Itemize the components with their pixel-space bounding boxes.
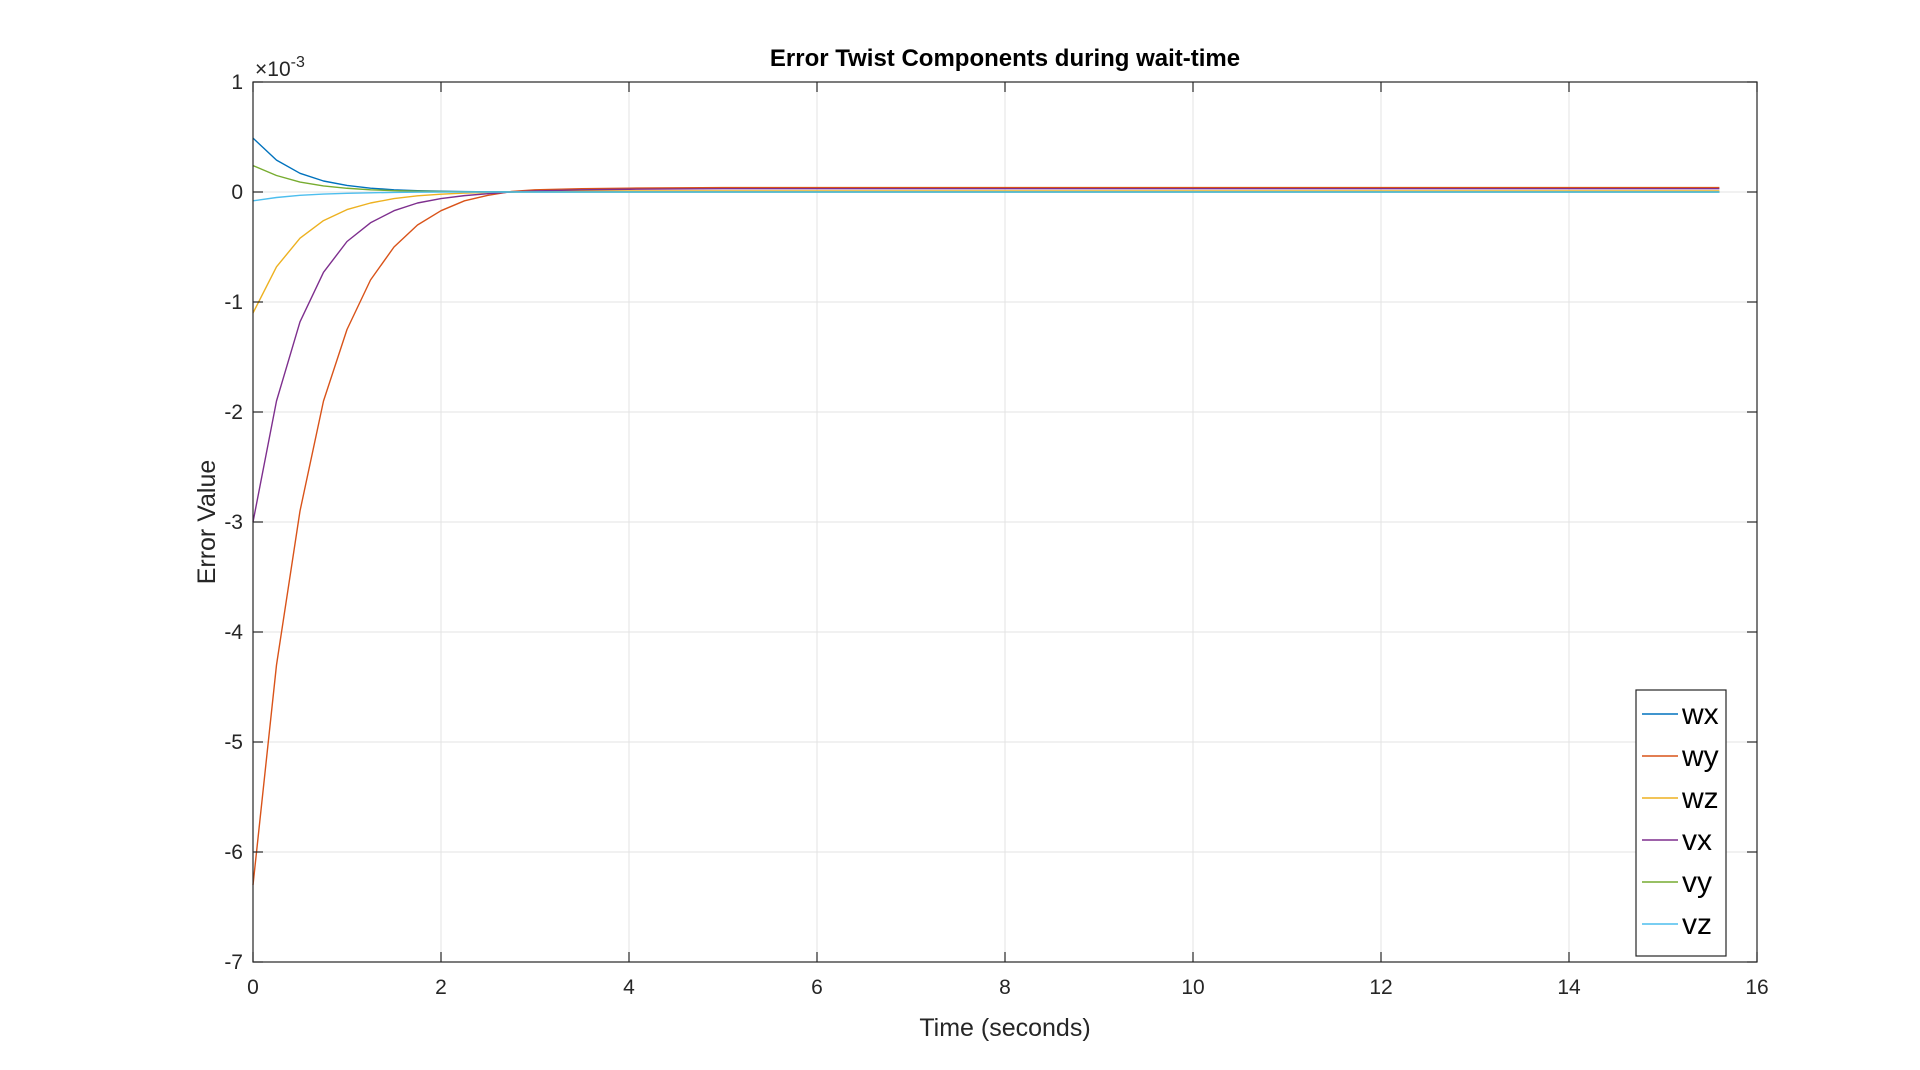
x-tick-label: 14: [1557, 976, 1581, 999]
series-line-vx: [252, 187, 1720, 523]
x-axis-label: Time (seconds): [919, 1014, 1090, 1042]
legend-label-wy: wy: [1681, 740, 1719, 773]
legend-label-vx: vx: [1682, 824, 1712, 857]
series-lines: [252, 137, 1720, 886]
x-tick-label: 16: [1745, 976, 1768, 999]
y-axis-exponent: ×10-3: [255, 54, 305, 81]
legend-item-vz[interactable]: vz: [1642, 908, 1712, 941]
y-exponent-power: -3: [291, 54, 305, 71]
series-line-vz: [252, 191, 1720, 202]
y-axis-ticks: 1 0 -1 -2 -3 -4 -5 -6 -7: [224, 71, 1757, 974]
legend[interactable]: wx wy wz vx vy vz: [1635, 689, 1727, 957]
y-tick-label: -2: [224, 401, 243, 424]
y-axis-label: Error Value: [193, 460, 221, 585]
y-tick-label: 0: [231, 181, 243, 204]
x-tick-label: 4: [623, 976, 635, 999]
legend-item-wy[interactable]: wy: [1642, 740, 1719, 773]
legend-item-vx[interactable]: vx: [1642, 824, 1712, 857]
legend-label-wz: wz: [1681, 782, 1719, 815]
x-tick-label: 10: [1181, 976, 1204, 999]
y-tick-label: -1: [224, 291, 243, 314]
x-tick-label: 0: [247, 976, 259, 999]
legend-item-vy[interactable]: vy: [1642, 866, 1712, 899]
legend-label-vz: vz: [1682, 908, 1712, 941]
legend-box: [1635, 689, 1727, 957]
legend-label-vy: vy: [1682, 866, 1712, 899]
y-tick-label: 1: [231, 71, 243, 94]
y-tick-label: -5: [224, 731, 243, 754]
chart-title: Error Twist Components during wait-time: [770, 45, 1240, 72]
x-axis-ticks: 0 2 4 6 8 10 12 14 16: [247, 82, 1769, 999]
y-tick-label: -6: [224, 841, 243, 864]
x-tick-label: 12: [1369, 976, 1392, 999]
series-line-wy: [252, 186, 1720, 886]
series-line-wz: [252, 190, 1720, 314]
y-exponent-prefix: ×10: [255, 58, 291, 81]
legend-item-wx[interactable]: wx: [1642, 698, 1719, 731]
x-tick-label: 6: [811, 976, 823, 999]
y-tick-label: -3: [224, 511, 243, 534]
legend-label-wx: wx: [1681, 698, 1719, 731]
x-tick-label: 8: [999, 976, 1011, 999]
y-tick-label: -7: [224, 951, 243, 974]
y-tick-label: -4: [224, 621, 243, 644]
x-tick-label: 2: [435, 976, 447, 999]
legend-item-wz[interactable]: wz: [1642, 782, 1719, 815]
